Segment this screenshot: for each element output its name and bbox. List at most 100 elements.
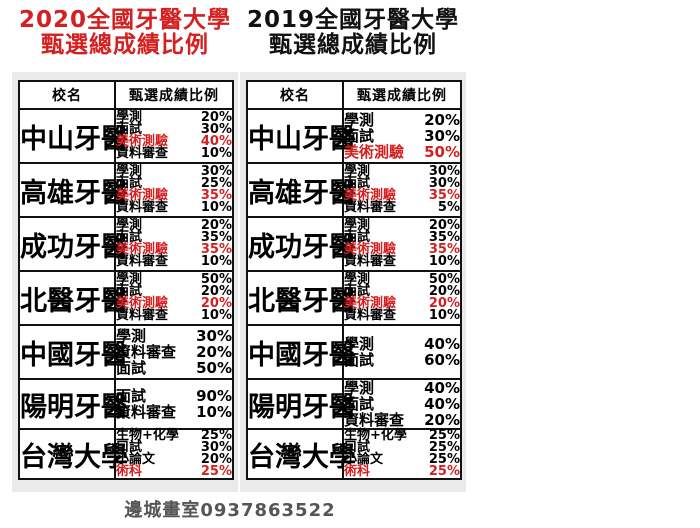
- ratio-value: 20%: [424, 411, 460, 429]
- ratio-value: 20%: [200, 110, 232, 125]
- ratio-value: 20%: [196, 343, 232, 361]
- ratio-item: 小論文 20%: [116, 452, 232, 467]
- table-row: 陽明牙醫 學測 40% 面試 40% 資料審查 20%: [246, 378, 462, 430]
- ratio-item: 美術測驗 40%: [116, 134, 232, 149]
- ratio-list: 學測 20% 面試 35% 美術測驗 35% 資料審查 10%: [342, 216, 462, 272]
- ratio-item: 學測 20%: [344, 218, 460, 233]
- ratio-value: 35%: [428, 188, 460, 203]
- school-name: 陽明牙醫: [246, 378, 356, 430]
- ratio-value: 20%: [428, 296, 460, 311]
- ratio-value: 30%: [196, 327, 232, 345]
- table-row: 北醫牙醫 學測 50% 面試 20% 美術測驗 20% 資料審查 10%: [246, 270, 462, 326]
- ratio-item: 資料審查 5%: [344, 200, 460, 215]
- ratio-value: 20%: [200, 218, 232, 233]
- ratio-item: 面試 40%: [344, 396, 460, 412]
- ratio-label: 學測: [344, 164, 371, 179]
- title-2019: 2019全國牙醫大學 甄選總成績比例: [240, 8, 466, 58]
- ratio-item: 資料審查 10%: [116, 146, 232, 161]
- ratio-value: 25%: [428, 428, 460, 443]
- ratio-label: 資料審查: [116, 343, 177, 361]
- table-row: 高雄牙醫 學測 30% 面試 30% 美術測驗 35% 資料審查 5%: [246, 162, 462, 218]
- ratio-label: 小論文: [344, 452, 384, 467]
- ratio-label: 面試: [344, 127, 375, 145]
- ratio-value: 25%: [200, 428, 232, 443]
- ratio-list: 學測 30% 面試 25% 美術測驗 35% 資料審查 10%: [114, 162, 234, 218]
- table-row: 中山牙醫 學測 20% 面試 30% 美術測驗 50%: [246, 108, 462, 164]
- title-2020: 2020全國牙醫大學 甄選總成績比例: [12, 8, 238, 58]
- ratio-item: 學測 30%: [344, 164, 460, 179]
- ratio-list: 生物+化學 25% 口試 25% 小論文 25% 術科 25%: [342, 428, 462, 480]
- ratio-label: 資料審查: [116, 146, 169, 161]
- ratio-item: 資料審查 10%: [116, 200, 232, 215]
- ratio-item: 美術測驗 20%: [116, 296, 232, 311]
- ratio-value: 35%: [200, 230, 232, 245]
- ratio-item: 美術測驗 35%: [344, 188, 460, 203]
- header-ratio: 甄選成績比例: [114, 80, 234, 110]
- school-name: 高雄牙醫: [18, 162, 128, 218]
- ratio-label: 美術測驗: [344, 143, 405, 161]
- ratio-label: 資料審查: [116, 403, 177, 421]
- ratio-value: 40%: [200, 134, 232, 149]
- ratio-value: 35%: [200, 188, 232, 203]
- ratio-value: 25%: [428, 440, 460, 455]
- ratio-item: 資料審查 10%: [116, 254, 232, 269]
- ratio-value: 10%: [200, 200, 232, 215]
- ratio-value: 60%: [424, 351, 460, 369]
- ratio-item: 口試 30%: [116, 441, 232, 454]
- school-name: 陽明牙醫: [18, 378, 128, 430]
- table-row: 中國牙醫 學測 40% 面試 60%: [246, 324, 462, 380]
- ratio-label: 資料審查: [344, 200, 397, 215]
- table-row: 高雄牙醫 學測 30% 面試 25% 美術測驗 35% 資料審查 10%: [18, 162, 234, 218]
- ratio-item: 美術測驗 35%: [344, 242, 460, 257]
- ratio-item: 面試 35%: [344, 230, 460, 245]
- ratio-item: 面試 35%: [116, 230, 232, 245]
- ratio-value: 35%: [428, 242, 460, 257]
- ratio-value: 10%: [428, 254, 460, 269]
- ratio-value: 10%: [428, 308, 460, 323]
- ratio-value: 90%: [196, 387, 232, 405]
- ratio-value: 20%: [200, 452, 232, 467]
- ratio-value: 5%: [437, 200, 460, 215]
- ratio-item: 小論文 25%: [344, 452, 460, 467]
- ratio-item: 資料審查 10%: [116, 308, 232, 323]
- header-school: 校名: [246, 80, 344, 110]
- ratio-item: 美術測驗 50%: [344, 144, 460, 160]
- ratio-label: 學測: [116, 164, 143, 179]
- ratio-label: 美術測驗: [344, 242, 397, 257]
- ratio-label: 面試: [116, 387, 147, 405]
- ratio-value: 30%: [428, 176, 460, 191]
- ratio-label: 資料審查: [344, 254, 397, 269]
- school-name: 台灣大學: [246, 428, 356, 480]
- ratio-item: 生物+化學 25%: [344, 428, 460, 443]
- ratio-label: 資料審查: [116, 254, 169, 269]
- ratio-item: 資料審查 10%: [116, 404, 232, 420]
- ratio-item: 學測 40%: [344, 336, 460, 352]
- ratio-label: 美術測驗: [344, 296, 397, 311]
- ratio-value: 20%: [200, 296, 232, 311]
- ratio-value: 50%: [428, 272, 460, 287]
- ratio-item: 面試 50%: [116, 360, 232, 376]
- ratio-label: 資料審查: [344, 411, 405, 429]
- ratio-value: 20%: [428, 218, 460, 233]
- ratio-list: 學測 50% 面試 20% 美術測驗 20% 資料審查 10%: [114, 270, 234, 326]
- ratio-item: 口試 25%: [344, 440, 460, 455]
- ratio-value: 50%: [196, 359, 232, 377]
- ratio-label: 面試: [344, 351, 375, 369]
- ratio-label: 面試: [344, 230, 371, 245]
- ratio-value: 50%: [424, 143, 460, 161]
- ratio-item: 資料審查 20%: [344, 412, 460, 428]
- table-row: 成功牙醫 學測 20% 面試 35% 美術測驗 35% 資料審查 10%: [18, 216, 234, 272]
- ratio-value: 35%: [428, 230, 460, 245]
- ratio-label: 面試: [344, 176, 371, 191]
- ratio-label: 面試: [116, 176, 143, 191]
- ratio-label: 面試: [116, 230, 143, 245]
- ratio-item: 面試 25%: [116, 176, 232, 191]
- ratio-list: 學測 20% 面試 35% 美術測驗 35% 資料審查 10%: [114, 216, 234, 272]
- header-school: 校名: [18, 80, 116, 110]
- table-row: 台灣大學 生物+化學 25% 口試 30% 小論文 20% 術科 25%: [18, 428, 234, 480]
- ratio-value: 10%: [200, 308, 232, 323]
- ratio-value: 20%: [424, 111, 460, 129]
- title-2020-line2: 甄選總成績比例: [41, 32, 209, 58]
- ratio-value: 10%: [196, 403, 232, 421]
- ratio-label: 美術測驗: [116, 296, 169, 311]
